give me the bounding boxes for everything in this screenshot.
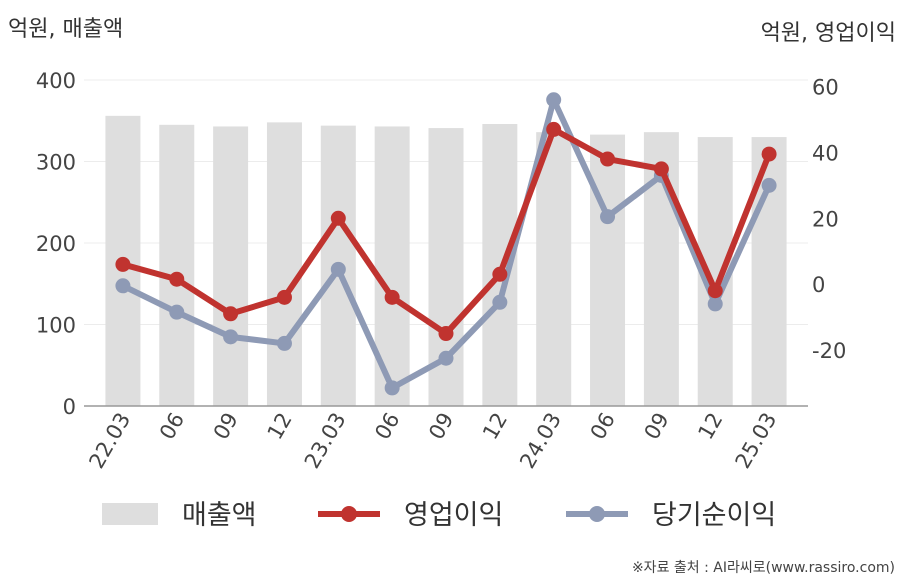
x-tick-label: 12 [693,409,727,444]
point-영업이익-12 [761,146,777,162]
bar-06 [590,134,626,407]
point-당기순이익-7 [492,294,508,310]
point-당기순이익-6 [438,350,454,366]
x-tick-label: 06 [370,409,404,444]
point-영업이익-3 [276,289,292,305]
point-당기순이익-9 [600,209,616,225]
revenue-bars [105,115,787,407]
left-axis-ticks: 0 100 200 300 400 [36,69,76,419]
point-영업이익-9 [600,151,616,167]
point-당기순이익-11 [707,296,723,312]
legend-label: 당기순이익 [652,500,776,531]
left-tick-label: 0 [63,395,76,419]
bar-09 [213,126,249,406]
x-tick-label: 12 [263,409,297,444]
legend: 매출액 영업이익 당기순이익 [102,500,776,531]
x-tick-label: 09 [209,409,243,444]
point-당기순이익-1 [169,304,185,320]
left-axis-title: 억원, 매출액 [8,17,123,42]
bar-06 [159,124,195,406]
right-tick-label: 20 [812,207,839,231]
point-영업이익-5 [384,289,400,305]
legend-marker-당기순이익 [589,506,605,522]
point-영업이익-7 [492,266,508,282]
point-영업이익-6 [438,326,454,342]
point-영업이익-0 [115,256,131,272]
left-tick-label: 300 [36,151,76,175]
point-영업이익-8 [546,121,562,137]
legend-swatch-매출액 [102,503,158,525]
right-axis-ticks: -20 0 20 40 60 [812,76,846,363]
right-tick-label: 0 [812,273,825,297]
legend-marker-영업이익 [341,506,357,522]
left-tick-label: 100 [36,314,76,338]
bar-24.03 [536,132,572,406]
point-영업이익-4 [330,210,346,226]
point-당기순이익-12 [761,177,777,193]
legend-label: 매출액 [182,500,257,531]
right-tick-label: 40 [812,141,839,165]
point-당기순이익-3 [276,335,292,351]
x-tick-label: 24.03 [515,409,566,473]
left-tick-label: 400 [36,69,76,93]
right-tick-label: -20 [812,339,846,363]
point-당기순이익-0 [115,278,131,294]
x-axis-ticks: 22.03 06 09 12 23.03 06 09 12 24.03 06 09 12 25.03 [84,409,781,473]
point-당기순이익-5 [384,380,400,396]
x-tick-label: 06 [155,409,189,444]
profit-lines [115,92,777,396]
legend-label: 영업이익 [404,500,503,531]
point-영업이익-11 [707,283,723,299]
point-당기순이익-2 [223,329,239,345]
bar-12 [266,122,302,406]
x-tick-label: 25.03 [731,409,782,473]
source-note: ※자료 출처 : AI라씨로(www.rassiro.com) [632,560,895,576]
x-tick-label: 23.03 [300,409,351,473]
x-tick-label: 22.03 [84,409,135,473]
right-axis-title: 억원, 영업이익 [761,21,896,46]
x-tick-label: 06 [586,409,620,444]
point-영업이익-1 [169,271,185,287]
right-tick-label: 60 [812,76,839,100]
x-tick-label: 09 [424,409,458,444]
point-당기순이익-8 [546,92,562,108]
left-tick-label: 200 [36,232,76,256]
point-영업이익-10 [653,161,669,177]
point-영업이익-2 [223,306,239,322]
x-tick-label: 09 [640,409,674,444]
x-tick-label: 12 [478,409,512,444]
point-당기순이익-4 [330,261,346,277]
